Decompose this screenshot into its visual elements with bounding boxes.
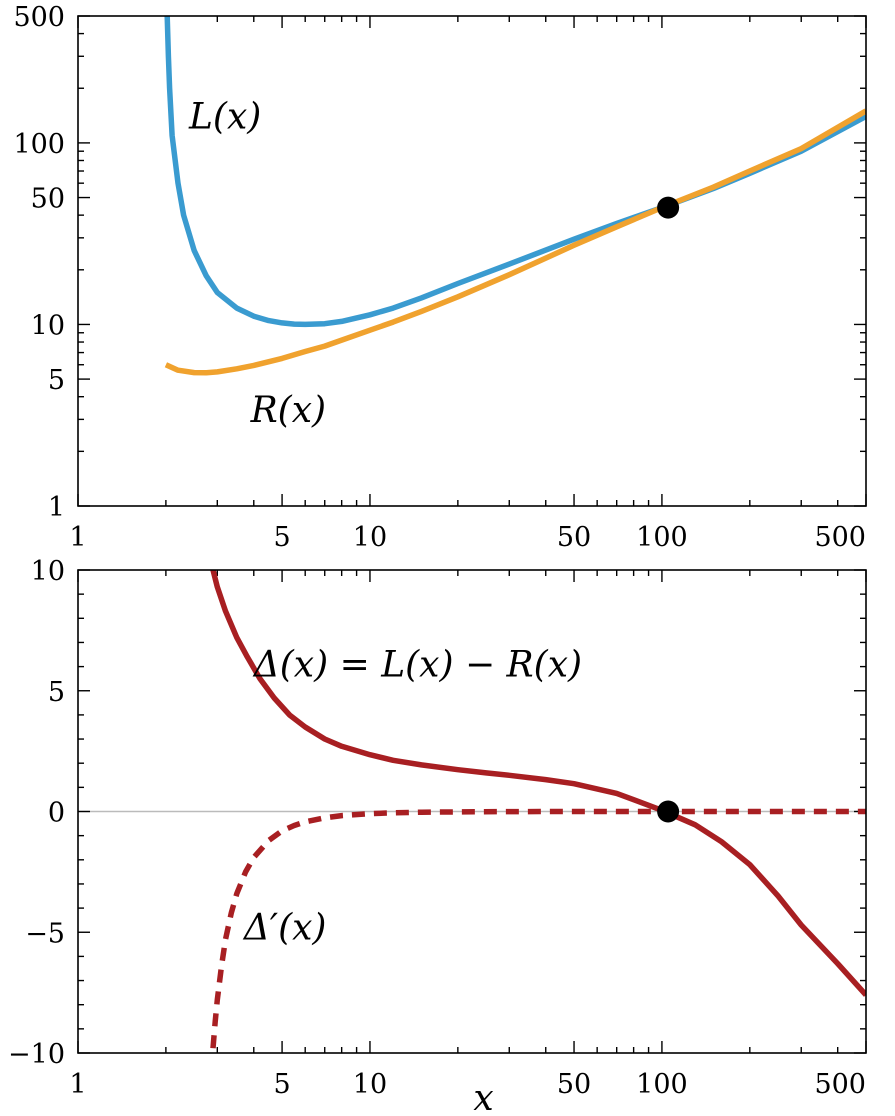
y-tick-label: 1 (48, 492, 65, 523)
y-tick-label: −5 (25, 918, 65, 949)
delta-prime-label: Δ′(x) (242, 907, 327, 948)
y-tick-label: 500 (13, 2, 65, 33)
x-tick-label: 5 (273, 1069, 290, 1100)
plot-frame (77, 569, 867, 1054)
delta-prime-series-line (210, 808, 866, 1049)
x-tick-label: 1 (69, 522, 86, 553)
x-tick-label: 500 (814, 1069, 866, 1100)
delta-series-line (210, 570, 866, 997)
y-tick-label: 0 (48, 798, 65, 829)
x-tick-label: 100 (636, 522, 688, 553)
x-tick-label: 100 (636, 1069, 688, 1100)
top-panel-log-log: 1 5 10 50 100 500 1 5 10 50 100 500 L(x) R(x) (13, 2, 867, 553)
x-tick-label: 10 (353, 1069, 387, 1100)
L-label: L(x) (188, 97, 261, 138)
intersection-marker (657, 196, 680, 219)
x-tick-label: 10 (353, 522, 387, 553)
y-tick-label: 10 (31, 310, 65, 341)
R-label: R(x) (250, 390, 327, 431)
delta-label: Δ(x) = L(x) − R(x) (252, 644, 582, 685)
y-tick-label: −10 (8, 1039, 65, 1070)
intersection-marker (657, 800, 680, 823)
y-tick-label: 50 (31, 184, 65, 215)
y-tick-label: 10 (31, 556, 65, 587)
x-tick-label: 1 (69, 1069, 86, 1100)
x-tick-label: 50 (557, 1069, 591, 1100)
x-tick-label: 5 (273, 522, 290, 553)
R-series-line (164, 108, 866, 376)
x-axis-title: x (473, 1078, 493, 1116)
L-series-line (164, 16, 866, 328)
y-tick-label: 5 (48, 677, 65, 708)
x-tick-label: 500 (814, 522, 866, 553)
y-tick-label: 5 (48, 365, 65, 396)
x-tick-label: 50 (557, 522, 591, 553)
plot-frame (77, 15, 867, 507)
y-tick-label: 100 (13, 129, 65, 160)
